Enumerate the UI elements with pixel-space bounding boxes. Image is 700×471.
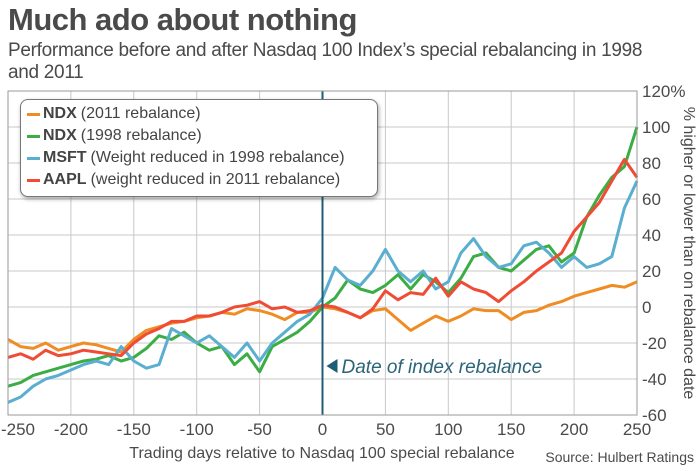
legend-name: AAPL — [43, 171, 87, 188]
legend-swatch-aapl — [27, 178, 40, 182]
chart-subtitle: Performance before and after Nasdaq 100 … — [8, 40, 643, 83]
y-axis-ticks: -60 -40 -20 0 20 40 60 80 100 120% — [642, 82, 685, 425]
y-tick-label: 60 — [642, 190, 661, 209]
legend-name: MSFT — [43, 149, 87, 166]
y-tick-label: -40 — [642, 370, 667, 389]
legend-detail: (weight reduced in 2011 rebalance) — [90, 171, 341, 188]
x-tick-label: -50 — [247, 420, 272, 439]
legend-detail: (1998 rebalance) — [80, 127, 202, 144]
legend-swatch-msft — [27, 156, 40, 160]
x-tick-label: 100 — [434, 420, 462, 439]
legend-item: AAPL (weight reduced in 2011 rebalance) — [27, 169, 377, 191]
legend-swatch-ndx-2011 — [27, 112, 40, 116]
source-note: Source: Hulbert Ratings — [545, 449, 694, 465]
legend-item: NDX (2011 rebalance) — [27, 103, 377, 125]
x-axis-label: Trading days relative to Nasdaq 100 spec… — [129, 445, 515, 462]
x-tick-label: 200 — [560, 420, 588, 439]
y-tick-label: 0 — [642, 298, 651, 317]
y-tick-label: 100 — [642, 118, 670, 137]
y-axis-label: % higher or lower than on rebalance date — [680, 107, 697, 400]
y-tick-label: 20 — [642, 262, 661, 281]
x-tick-label: -100 — [180, 420, 214, 439]
legend-item: NDX (1998 rebalance) — [27, 125, 377, 147]
y-tick-label: 40 — [642, 226, 661, 245]
legend-name: NDX — [43, 105, 77, 122]
y-tick-label: -20 — [642, 334, 667, 353]
legend-detail: (Weight reduced in 1998 rebalance) — [90, 149, 345, 166]
y-tick-label: -60 — [642, 406, 667, 425]
x-tick-label: -200 — [54, 420, 88, 439]
x-tick-label: -150 — [117, 420, 151, 439]
legend-detail: (2011 rebalance) — [80, 105, 201, 122]
x-tick-label: 50 — [376, 420, 395, 439]
x-axis-ticks: -250 -200 -150 -100 -50 0 50 100 150 200 250 — [1, 420, 651, 439]
annotation-arrow-icon — [326, 359, 338, 373]
annotation-label: Date of index rebalance — [342, 357, 543, 378]
legend-name: NDX — [43, 127, 77, 144]
x-tick-label: 250 — [623, 420, 651, 439]
x-tick-label: -250 — [1, 420, 35, 439]
y-tick-label: 80 — [642, 154, 661, 173]
legend-swatch-ndx-1998 — [27, 134, 40, 138]
chart-title: Much ado about nothing — [8, 2, 357, 37]
x-tick-label: 150 — [497, 420, 525, 439]
y-tick-label: 120% — [642, 82, 685, 101]
legend: NDX (2011 rebalance) NDX (1998 rebalance… — [20, 99, 378, 197]
legend-item: MSFT (Weight reduced in 1998 rebalance) — [27, 147, 377, 169]
x-tick-label: 0 — [318, 420, 327, 439]
plot-frame — [7, 90, 638, 416]
